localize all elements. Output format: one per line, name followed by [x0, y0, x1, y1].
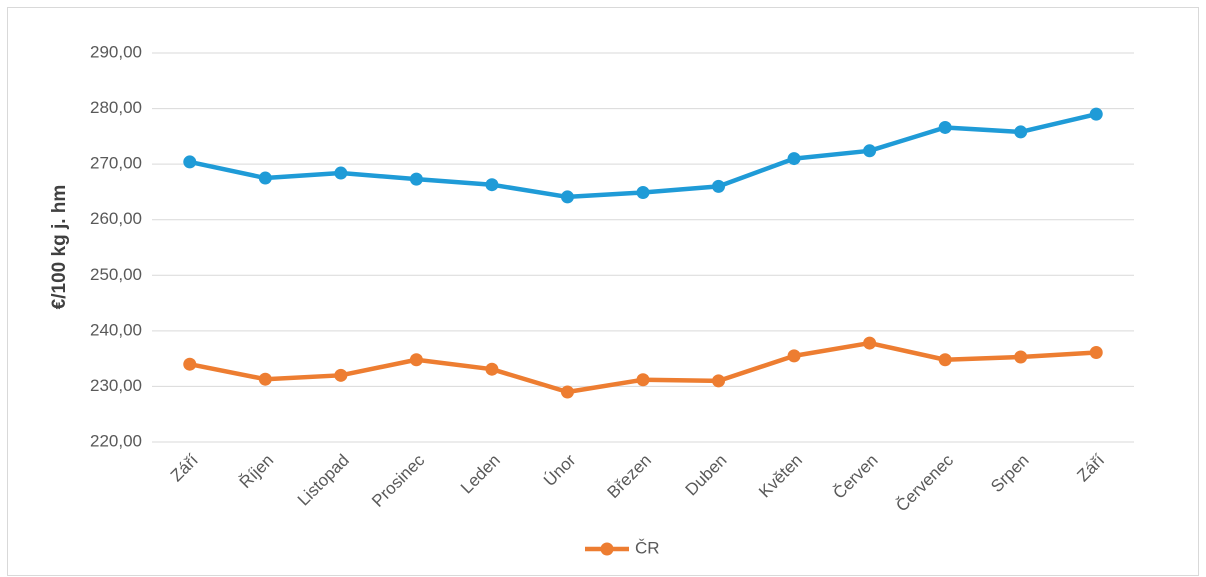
- data-point: [409, 353, 423, 367]
- data-point: [560, 190, 574, 204]
- data-point: [712, 179, 726, 193]
- data-point: [636, 185, 650, 199]
- data-point: [485, 362, 499, 376]
- y-tick-label: 290,00: [90, 42, 142, 61]
- y-axis-title: €/100 kg j. hm: [49, 185, 70, 310]
- data-point: [787, 152, 801, 166]
- data-point: [258, 171, 272, 185]
- data-point: [1089, 107, 1103, 121]
- y-tick-label: 230,00: [90, 376, 142, 395]
- y-tick-label: 220,00: [90, 431, 142, 450]
- data-point: [863, 144, 877, 158]
- data-point: [183, 357, 197, 371]
- data-point: [1014, 350, 1028, 364]
- data-point: [258, 372, 272, 386]
- y-tick-label: 250,00: [90, 265, 142, 284]
- data-point: [787, 349, 801, 363]
- legend-marker: [600, 542, 614, 556]
- y-tick-label: 260,00: [90, 209, 142, 228]
- y-tick-label: 270,00: [90, 154, 142, 173]
- data-point: [334, 166, 348, 180]
- data-point: [409, 172, 423, 186]
- data-point: [560, 385, 574, 399]
- legend-label: ČR: [635, 538, 660, 557]
- data-point: [938, 120, 952, 134]
- y-tick-label: 240,00: [90, 320, 142, 339]
- data-point: [938, 353, 952, 367]
- data-point: [636, 373, 650, 387]
- chart-border: [7, 7, 1199, 576]
- data-point: [334, 368, 348, 382]
- data-point: [712, 374, 726, 388]
- data-point: [183, 155, 197, 169]
- data-point: [485, 178, 499, 192]
- data-point: [1089, 346, 1103, 360]
- data-point: [1014, 125, 1028, 139]
- y-tick-label: 280,00: [90, 98, 142, 117]
- data-point: [863, 336, 877, 350]
